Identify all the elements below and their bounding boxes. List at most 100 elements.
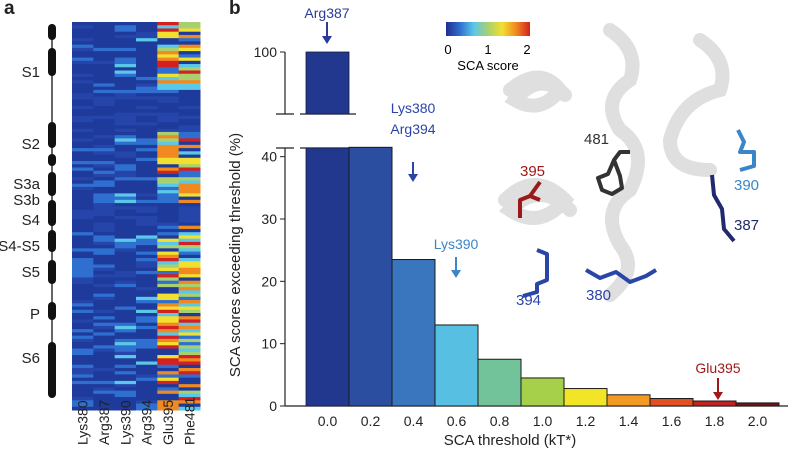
heatmap-cell [114, 203, 137, 207]
heatmap-cell [72, 31, 94, 36]
heatmap-cell [136, 225, 158, 230]
heatmap-column-label: Glu395 [160, 400, 176, 445]
heatmap-cell [157, 274, 180, 278]
heatmap-cell [178, 193, 201, 198]
heatmap-cell [72, 183, 94, 188]
heatmap-cell [157, 41, 180, 46]
heatmap-cell [136, 22, 158, 26]
heatmap-cell [157, 371, 180, 375]
heatmap-cell [157, 34, 180, 39]
heatmap-cell [114, 193, 137, 198]
heatmap-cell [178, 361, 201, 366]
heatmap-cell [114, 54, 137, 59]
heatmap-cell [93, 173, 116, 178]
heatmap-cell [93, 309, 116, 314]
heatmap-cell [136, 144, 158, 149]
topology-segment [48, 260, 56, 284]
heatmap-cell [93, 203, 116, 207]
heatmap-cell [93, 96, 116, 101]
heatmap-cell [178, 397, 201, 401]
heatmap-cell [72, 186, 94, 191]
heatmap-cell [72, 345, 94, 350]
heatmap-cell [93, 76, 116, 81]
heatmap-cell [136, 264, 158, 269]
heatmap-cell [178, 355, 201, 359]
heatmap-cell [178, 225, 201, 230]
heatmap-cell [178, 115, 201, 120]
heatmap-cell [178, 73, 201, 78]
heatmap-cell [136, 73, 158, 78]
heatmap-cell [72, 225, 94, 230]
heatmap-cell [178, 342, 201, 346]
heatmap-cell [178, 41, 201, 46]
heatmap-cell [136, 96, 158, 101]
heatmap-cell [136, 57, 158, 62]
heatmap-cell [93, 290, 116, 295]
heatmap-cell [178, 384, 201, 388]
heatmap-cell [136, 241, 158, 246]
heatmap-cell [114, 38, 137, 42]
heatmap-cell [72, 151, 94, 156]
heatmap-cell [72, 290, 94, 295]
heatmap-cell [178, 232, 201, 236]
heatmap-cell [93, 277, 116, 282]
heatmap-cell [72, 403, 94, 408]
heatmap-cell [157, 83, 180, 88]
heatmap-cell [72, 73, 94, 78]
heatmap-cell [136, 216, 158, 220]
heatmap-cell [136, 345, 158, 350]
heatmap-cell [136, 406, 158, 411]
heatmap-cell [178, 277, 201, 282]
heatmap-cell [178, 274, 201, 278]
heatmap-cell [157, 109, 180, 114]
heatmap-cell [93, 280, 116, 285]
heatmap-cell [114, 89, 137, 94]
heatmap-cell [136, 351, 158, 356]
heatmap-cell [157, 112, 180, 117]
heatmap-cell [93, 44, 116, 49]
heatmap-cell [114, 264, 137, 269]
heatmap-cell [136, 138, 158, 143]
heatmap-cell [114, 248, 137, 253]
heatmap-cell [136, 390, 158, 395]
heatmap-cell [178, 313, 201, 317]
heatmap-cell [114, 325, 137, 330]
heatmap-cell [72, 89, 94, 94]
heatmap-cell [114, 138, 137, 143]
heatmap-cell [136, 209, 158, 214]
heatmap-cell [157, 22, 180, 26]
heatmap-cell [178, 377, 201, 382]
heatmap-cell [93, 70, 116, 75]
heatmap-cell [93, 80, 116, 84]
heatmap-cell [157, 374, 180, 379]
heatmap-cell [136, 106, 158, 110]
heatmap-cell [72, 128, 94, 133]
heatmap-cell [114, 303, 137, 308]
heatmap-cell [93, 364, 116, 369]
x-tick-label: 0.0 [318, 413, 338, 429]
heatmap-cell [93, 406, 116, 411]
heatmap-cell [93, 345, 116, 350]
heatmap-cell [72, 306, 94, 311]
heatmap-cell [72, 342, 94, 346]
heatmap-cell [93, 99, 116, 104]
heatmap-cell [93, 342, 116, 346]
heatmap-cell [136, 173, 158, 178]
arrow-icon [451, 270, 461, 278]
residue-label: 380 [586, 287, 611, 304]
heatmap-cell [178, 151, 201, 156]
x-tick-label: 1.6 [662, 413, 682, 429]
heatmap-cell [157, 387, 180, 392]
heatmap-cell [114, 115, 137, 120]
heatmap-cell [114, 22, 137, 26]
heatmap-cell [136, 99, 158, 104]
heatmap-cell [72, 287, 94, 291]
heatmap-cell [157, 125, 180, 130]
heatmap-cell [114, 125, 137, 130]
heatmap-cell [72, 300, 94, 304]
heatmap-cell [114, 384, 137, 388]
topology-segment [48, 154, 56, 166]
heatmap-cell [157, 384, 180, 388]
heatmap-cell [114, 290, 137, 295]
